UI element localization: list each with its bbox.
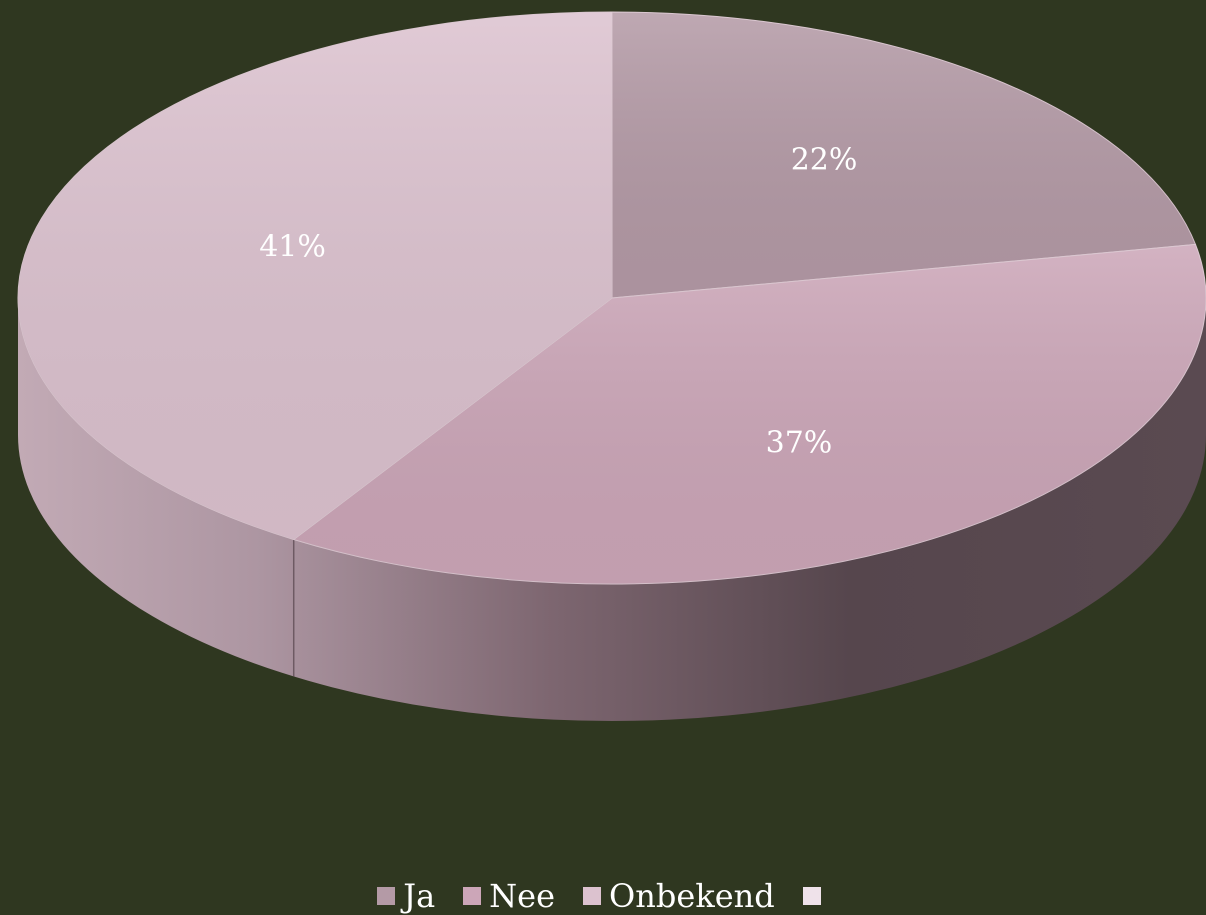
pie-slice-shade bbox=[612, 12, 1196, 298]
pie-slice-shade bbox=[18, 12, 613, 540]
data-label-layer: 22% 37% 41% bbox=[259, 142, 857, 460]
legend-label: Ja bbox=[403, 877, 436, 915]
legend-swatch bbox=[377, 887, 396, 905]
legend-label: Nee bbox=[489, 877, 556, 915]
data-label-onbekend: 41% bbox=[259, 230, 326, 265]
legend-swatch bbox=[583, 887, 602, 905]
legend-label: Onbekend bbox=[609, 877, 775, 915]
legend-item-nee: Nee bbox=[463, 878, 555, 914]
pie-side-layer bbox=[18, 298, 1206, 721]
pie-side-wall bbox=[18, 298, 1206, 721]
legend-swatch bbox=[463, 887, 482, 905]
pie-top-layer bbox=[17, 11, 1206, 585]
legend-item-onbekend: Onbekend bbox=[583, 878, 775, 914]
data-label-ja: 22% bbox=[791, 142, 858, 177]
legend-item-empty bbox=[802, 878, 829, 914]
legend-swatch bbox=[802, 887, 821, 905]
legend-item-ja: Ja bbox=[377, 878, 435, 914]
pie-slice-shade bbox=[293, 244, 1206, 584]
data-label-nee: 37% bbox=[766, 426, 833, 461]
legend: Ja Nee Onbekend bbox=[0, 878, 1206, 914]
